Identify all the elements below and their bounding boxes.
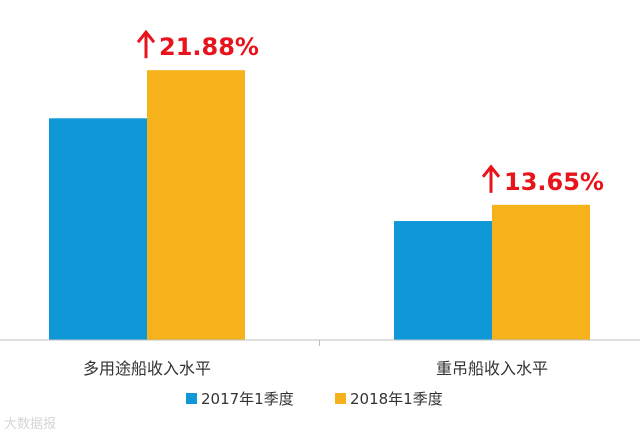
bar-1-2 xyxy=(394,221,492,340)
watermark: 大数据报 xyxy=(4,413,56,432)
up-arrow-icon xyxy=(481,164,501,193)
up-arrow-icon xyxy=(136,29,156,59)
legend-label-2: 2018年1季度 xyxy=(350,390,443,408)
annotation-label-2: 13.65% xyxy=(504,168,604,196)
legend-swatch-1 xyxy=(186,393,197,404)
legend-swatch-2 xyxy=(335,393,346,404)
watermark-text: 大数据报 xyxy=(4,417,57,432)
annotation-label-1: 21.88% xyxy=(159,33,259,61)
x-tick-label-2: 重吊船收入水平 xyxy=(436,359,548,378)
legend-label-1: 2017年1季度 xyxy=(201,390,294,408)
x-tick-label-1: 多用途船收入水平 xyxy=(83,359,211,378)
bar-2-2 xyxy=(492,204,590,340)
bar-1-1 xyxy=(49,118,147,340)
bar-2-1 xyxy=(147,70,245,340)
